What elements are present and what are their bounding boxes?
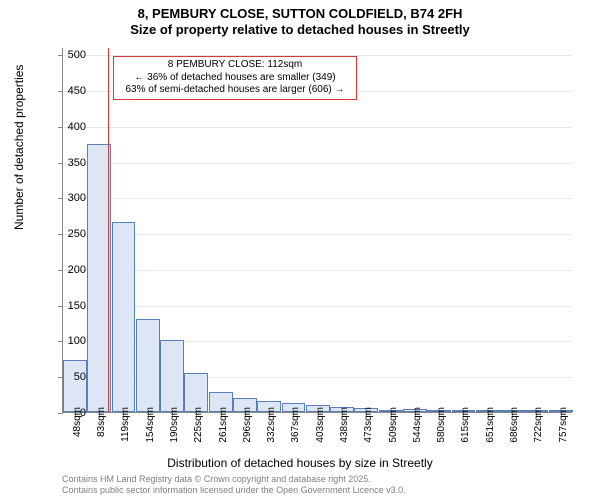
grid-line (63, 306, 572, 307)
ytick-label: 350 (46, 157, 86, 169)
xtick-label: 261sqm (218, 407, 229, 443)
grid-line (63, 270, 572, 271)
title-line-1: 8, PEMBURY CLOSE, SUTTON COLDFIELD, B74 … (0, 6, 600, 22)
ytick-label: 400 (46, 121, 86, 133)
grid-line (63, 163, 572, 164)
xtick-label: 83sqm (96, 407, 107, 437)
xtick-label: 473sqm (363, 407, 374, 443)
x-axis-title: Distribution of detached houses by size … (0, 456, 600, 470)
xtick-label: 615sqm (460, 407, 471, 443)
annotation-box: 8 PEMBURY CLOSE: 112sqm← 36% of detached… (113, 56, 357, 100)
ytick-label: 200 (46, 264, 86, 276)
xtick-label: 757sqm (558, 407, 569, 443)
ytick-label: 250 (46, 228, 86, 240)
xtick-label: 296sqm (242, 407, 253, 443)
histogram-bar (136, 319, 160, 412)
ytick-label: 500 (46, 49, 86, 61)
xtick-label: 225sqm (193, 407, 204, 443)
chart-title: 8, PEMBURY CLOSE, SUTTON COLDFIELD, B74 … (0, 0, 600, 37)
ytick-label: 300 (46, 192, 86, 204)
ytick-label: 100 (46, 335, 86, 347)
ytick-label: 450 (46, 85, 86, 97)
xtick-label: 509sqm (388, 407, 399, 443)
ytick-label: 150 (46, 300, 86, 312)
grid-line (63, 234, 572, 235)
histogram-bar (160, 340, 184, 412)
xtick-label: 544sqm (412, 407, 423, 443)
histogram-bar (112, 222, 136, 412)
y-axis-title: Number of detached properties (12, 65, 26, 230)
xtick-label: 119sqm (120, 407, 131, 442)
xtick-label: 190sqm (169, 407, 180, 443)
xtick-label: 367sqm (290, 407, 301, 443)
grid-line (63, 127, 572, 128)
annotation-line-2: ← 36% of detached houses are smaller (34… (118, 72, 352, 85)
xtick-label: 580sqm (436, 407, 447, 443)
histogram-bar (63, 360, 87, 412)
attribution-text: Contains HM Land Registry data © Crown c… (62, 474, 406, 496)
reference-line (108, 48, 109, 412)
ytick-label: 50 (46, 371, 86, 383)
xtick-label: 403sqm (315, 407, 326, 443)
ytick-label: 0 (46, 407, 86, 419)
attribution-line-1: Contains HM Land Registry data © Crown c… (62, 474, 406, 485)
xtick-label: 154sqm (145, 407, 156, 443)
annotation-line-1: 8 PEMBURY CLOSE: 112sqm (118, 59, 352, 72)
attribution-line-2: Contains public sector information licen… (62, 485, 406, 496)
title-line-2: Size of property relative to detached ho… (0, 22, 600, 38)
grid-line (63, 198, 572, 199)
xtick-label: 438sqm (339, 407, 350, 443)
xtick-label: 686sqm (509, 407, 520, 443)
xtick-label: 722sqm (533, 407, 544, 443)
annotation-line-3: 63% of semi-detached houses are larger (… (118, 84, 352, 97)
xtick-label: 332sqm (266, 407, 277, 443)
xtick-label: 651sqm (485, 407, 496, 443)
histogram-plot: 48sqm83sqm119sqm154sqm190sqm225sqm261sqm… (62, 48, 572, 413)
